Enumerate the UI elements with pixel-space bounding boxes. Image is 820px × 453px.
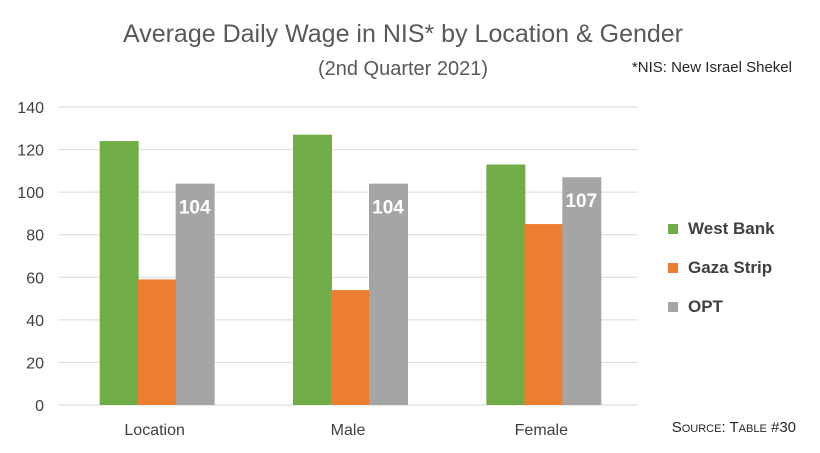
data-label: 104	[372, 198, 404, 219]
data-label: 107	[565, 191, 597, 212]
data-labels: 104 104 107	[179, 191, 597, 218]
bar-west-bank-female	[486, 164, 526, 405]
y-tick-label: 20	[26, 355, 44, 372]
x-tick-label: Male	[331, 422, 366, 439]
bar-opt-location	[175, 183, 215, 405]
legend-swatch	[668, 302, 678, 312]
chart-title: Average Daily Wage in NIS* by Location &…	[122, 20, 684, 48]
bar-gaza-strip-male	[331, 290, 370, 405]
bar-opt-female	[562, 177, 602, 405]
y-tick-label: 60	[26, 270, 44, 287]
legend-label: Gaza Strip	[688, 258, 773, 277]
currency-footnote: *NIS: New Israel Shekel	[631, 59, 792, 76]
legend-label: West Bank	[688, 219, 775, 238]
bar-west-bank-male	[293, 134, 332, 405]
x-tick-label: Female	[515, 422, 568, 439]
bar-opt-male	[369, 183, 408, 405]
chart-subtitle: (2nd Quarter 2021)	[317, 58, 489, 80]
y-tick-label: 0	[35, 398, 44, 415]
y-tick-label: 40	[26, 313, 44, 330]
bar-gaza-strip-location	[137, 279, 177, 405]
legend-label: OPT	[688, 297, 723, 316]
bar-gaza-strip-female	[524, 224, 564, 405]
legend-swatch	[668, 224, 678, 234]
x-axis-ticks: Location Male Female	[124, 422, 568, 439]
y-tick-label: 140	[17, 100, 44, 117]
bars	[99, 134, 602, 406]
bar-west-bank-location	[99, 141, 139, 406]
data-label: 104	[179, 198, 211, 219]
legend-swatch	[668, 263, 678, 273]
y-tick-label: 80	[26, 228, 44, 245]
x-tick-label: Location	[124, 422, 185, 439]
y-axis-ticks: 0 20 40 60 80 100 120 140	[17, 100, 44, 415]
y-tick-label: 120	[17, 143, 44, 160]
source-note: Source: Table #30	[671, 419, 796, 436]
y-tick-label: 100	[17, 185, 44, 202]
